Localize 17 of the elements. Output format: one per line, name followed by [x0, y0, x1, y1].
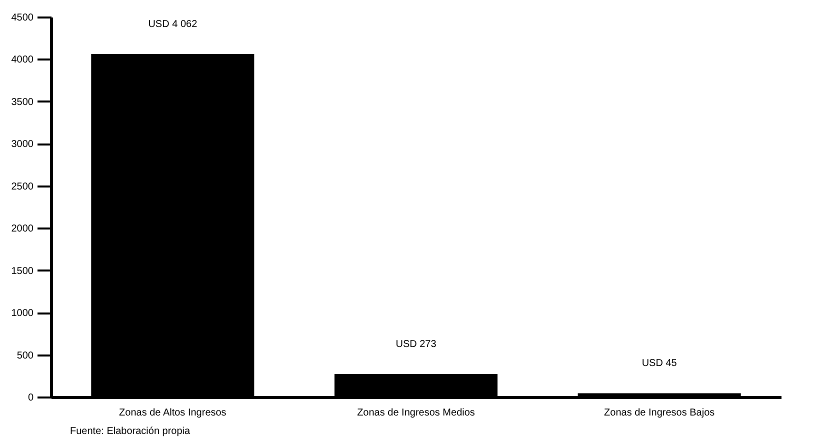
y-tick-label: 2000: [11, 224, 34, 235]
y-tick-label: 3500: [11, 96, 34, 108]
x-tick-label: Zonas de Ingresos Bajos: [604, 408, 715, 418]
y-tick-label: 3000: [11, 139, 34, 150]
y-tick-label: 0: [28, 392, 34, 404]
y-tick-label: 500: [16, 350, 34, 362]
y-tick-label: 1000: [11, 308, 34, 320]
x-tick-label: Zonas de Altos Ingresos: [119, 408, 226, 418]
data-label: USD 273: [396, 338, 437, 350]
source-note: Fuente: Elaboración propia: [70, 426, 190, 437]
y-tick-label: 4000: [11, 54, 34, 66]
x-tick-label: Zonas de Ingresos Medios: [357, 408, 475, 418]
y-tick-label: 2500: [11, 181, 34, 192]
y-tick-label: 1500: [11, 266, 34, 277]
y-tick-label: 4500: [11, 12, 34, 24]
data-label: USD 4 062: [148, 18, 198, 30]
data-label: USD 45: [642, 358, 678, 370]
